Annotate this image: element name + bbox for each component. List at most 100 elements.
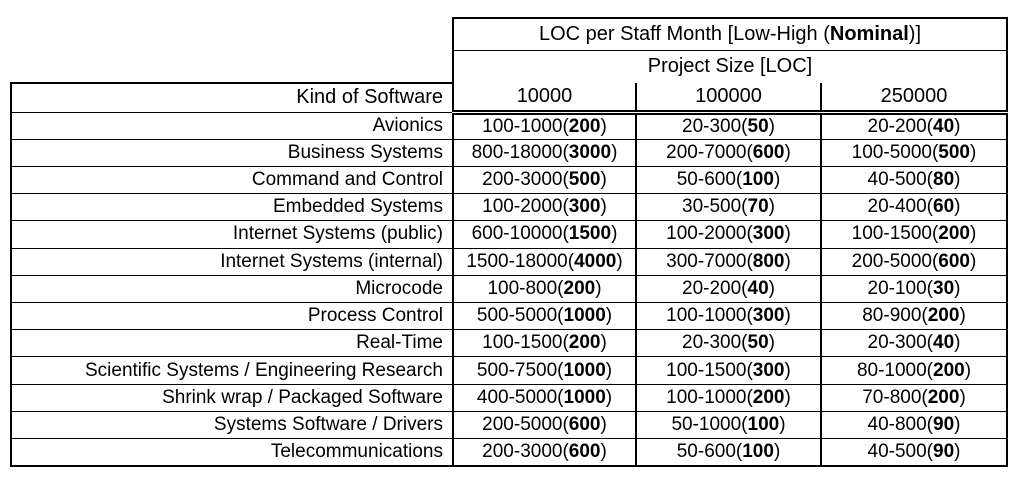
nominal-value: 90 <box>933 414 955 436</box>
nominal-value: 200 <box>933 359 965 381</box>
loc-value-cell: 500-7500(1000) <box>452 356 636 385</box>
loc-value-cell: 20-100(30) <box>820 275 1008 304</box>
size-header-250000: 250000 <box>820 83 1008 115</box>
nominal-value: 30 <box>933 277 955 299</box>
kind-of-software-cell: Microcode <box>10 275 454 304</box>
kind-of-software-cell: Internet Systems (public) <box>10 220 454 249</box>
project-size-row: Project Size [LOC] <box>11 50 1008 83</box>
loc-value-cell: 300-7000(800) <box>635 248 821 276</box>
nominal-value: 200 <box>568 115 601 137</box>
nominal-value: 100 <box>747 414 780 436</box>
table-row: Microcode 100-800(200) 20-200(40) 20-100(30… <box>10 275 1008 304</box>
loc-value-cell: 40-500(90) <box>820 438 1008 468</box>
loc-value-cell: 600-10000(1500) <box>452 220 636 249</box>
kind-of-software-cell: Systems Software / Drivers <box>10 411 454 440</box>
table-row: Command and Control 200-3000(500) 50-600(1… <box>10 166 1008 195</box>
loc-value-cell: 100-1500(200) <box>820 220 1008 249</box>
loc-value-cell: 40-500(80) <box>820 166 1008 195</box>
kind-of-software-cell: Shrink wrap / Packaged Software <box>10 384 454 412</box>
nominal-value: 1500 <box>568 223 612 245</box>
loc-value-cell: 200-3000(600) <box>452 438 636 468</box>
project-size-header: Project Size [LOC] <box>452 50 1008 83</box>
loc-value-cell: 100-1500(300) <box>635 356 821 385</box>
table-row: Business Systems 800-18000(3000) 200-7000(… <box>10 139 1008 167</box>
table-title-row: LOC per Staff Month [Low-High (Nominal)] <box>11 17 1008 51</box>
table-row: Shrink wrap / Packaged Software 400-5000(… <box>10 384 1008 412</box>
nominal-value: 3000 <box>568 141 612 163</box>
nominal-value: 100 <box>742 169 774 191</box>
table-row: Real-Time 100-1500(200) 20-300(50) 20-300(4… <box>10 329 1008 358</box>
kind-of-software-cell: Command and Control <box>10 166 454 195</box>
nominal-value: 1000 <box>563 386 606 408</box>
nominal-value: 80 <box>933 169 955 191</box>
loc-value-cell: 50-600(100) <box>635 166 821 195</box>
kind-of-software-cell: Telecommunications <box>10 438 454 468</box>
table-body: Avionics 100-1000(200) 20-300(50) 20-200(40… <box>10 112 1008 468</box>
nominal-value: 200 <box>927 305 960 327</box>
nominal-value: 100 <box>742 441 774 463</box>
table-title: LOC per Staff Month [Low-High (Nominal)] <box>452 17 1008 51</box>
loc-value-cell: 100-2000(300) <box>635 220 821 249</box>
loc-value-cell: 400-5000(1000) <box>452 384 636 412</box>
loc-value-cell: 100-800(200) <box>452 275 636 304</box>
size-header-100000: 100000 <box>635 83 821 115</box>
nominal-value: 600 <box>568 441 601 463</box>
nominal-value: 1000 <box>563 305 606 327</box>
nominal-value: 60 <box>933 196 955 218</box>
table-row: Internet Systems (internal) 1500-18000(40… <box>10 248 1008 276</box>
loc-value-cell: 20-200(40) <box>820 112 1008 140</box>
loc-value-cell: 200-5000(600) <box>820 248 1008 276</box>
loc-value-cell: 20-300(50) <box>635 329 821 358</box>
nominal-value: 70 <box>747 196 769 218</box>
nominal-value: 90 <box>933 441 955 463</box>
kind-of-software-cell: Scientific Systems / Engineering Researc… <box>10 356 454 385</box>
nominal-value: 800 <box>752 250 785 272</box>
size-header-10000: 10000 <box>453 83 636 115</box>
column-header-row: Kind of Software 10000 100000 250000 <box>10 82 1008 115</box>
loc-value-cell: 80-900(200) <box>820 302 1008 331</box>
loc-value-cell: 200-7000(600) <box>635 139 821 167</box>
nominal-value: 500 <box>568 169 601 191</box>
empty-corner <box>11 18 453 50</box>
table-row: Scientific Systems / Engineering Researc… <box>10 356 1008 385</box>
nominal-value: 1000 <box>563 359 606 381</box>
nominal-value: 40 <box>933 332 955 354</box>
loc-value-cell: 100-1500(200) <box>452 329 636 358</box>
nominal-value: 300 <box>752 223 785 245</box>
loc-value-cell: 100-5000(500) <box>820 139 1008 167</box>
nominal-value: 600 <box>752 141 785 163</box>
loc-value-cell: 80-1000(200) <box>820 356 1008 385</box>
nominal-value: 40 <box>747 277 769 299</box>
loc-value-cell: 40-800(90) <box>820 411 1008 440</box>
kind-of-software-header: Kind of Software <box>10 82 454 113</box>
loc-value-cell: 20-200(40) <box>635 275 821 304</box>
loc-value-cell: 200-3000(500) <box>452 166 636 195</box>
table-row: Process Control 500-5000(1000) 100-1000(30… <box>10 302 1008 331</box>
nominal-value: 200 <box>927 386 960 408</box>
nominal-value: 4000 <box>574 250 617 272</box>
kind-of-software-cell: Business Systems <box>10 139 454 167</box>
loc-value-cell: 100-1000(300) <box>635 302 821 331</box>
nominal-value: 600 <box>568 414 601 436</box>
loc-value-cell: 100-2000(300) <box>452 193 636 222</box>
loc-value-cell: 50-600(100) <box>635 438 821 468</box>
table-row: Internet Systems (public) 600-10000(1500)… <box>10 220 1008 249</box>
loc-value-cell: 200-5000(600) <box>452 411 636 440</box>
loc-value-cell: 30-500(70) <box>635 193 821 222</box>
nominal-value: 200 <box>938 223 970 245</box>
table-row: Embedded Systems 100-2000(300) 30-500(70) 2… <box>10 193 1008 222</box>
empty-corner <box>11 50 453 83</box>
loc-per-staff-month-table: LOC per Staff Month [Low-High (Nominal)]… <box>10 17 1008 468</box>
loc-value-cell: 100-1000(200) <box>635 384 821 412</box>
table-row: Systems Software / Drivers 200-5000(600) 5… <box>10 411 1008 440</box>
loc-value-cell: 70-800(200) <box>820 384 1008 412</box>
table-row: Telecommunications 200-3000(600) 50-600(10… <box>10 438 1008 468</box>
kind-of-software-cell: Avionics <box>10 112 454 140</box>
kind-of-software-cell: Internet Systems (internal) <box>10 248 454 276</box>
nominal-value: 50 <box>747 332 769 354</box>
loc-value-cell: 100-1000(200) <box>452 112 636 140</box>
loc-value-cell: 1500-18000(4000) <box>452 248 636 276</box>
kind-of-software-cell: Process Control <box>10 302 454 331</box>
loc-value-cell: 800-18000(3000) <box>452 139 636 167</box>
